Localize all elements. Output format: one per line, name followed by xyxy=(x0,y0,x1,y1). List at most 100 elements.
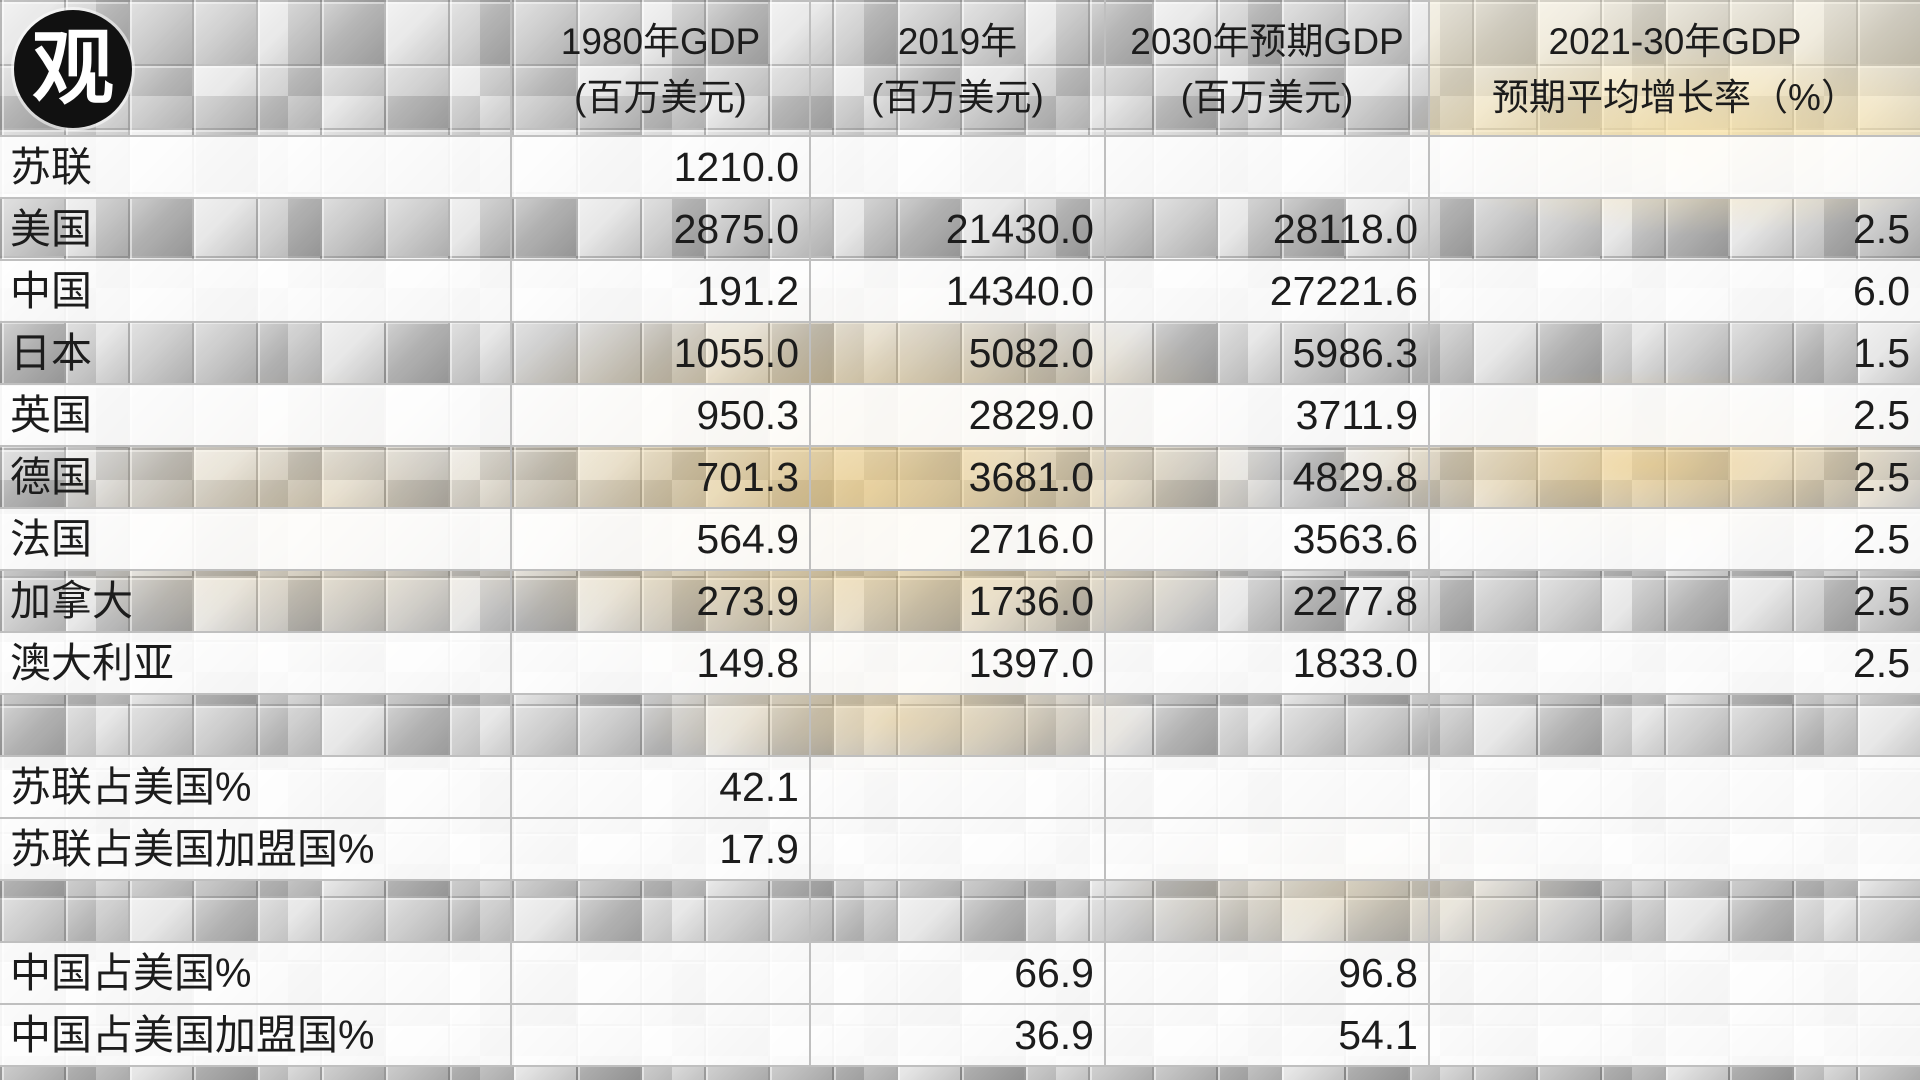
table-row: 美国 2875.0 21430.0 28118.0 2.5 xyxy=(0,199,1920,261)
table-cell: 1055.0 xyxy=(512,323,811,385)
table-cell: 2875.0 xyxy=(512,199,811,261)
table-cell: 950.3 xyxy=(512,385,811,447)
table-cell: 149.8 xyxy=(512,633,811,695)
table-cell xyxy=(1430,695,1920,757)
table-cell: 1.5 xyxy=(1430,323,1920,385)
header-cell-growth-rate: 2021-30年GDP 预期平均增长率（%） xyxy=(1430,0,1920,137)
header-unit: (百万美元) xyxy=(871,76,1044,118)
table-cell: 3563.6 xyxy=(1106,509,1430,571)
row-label: 中国 xyxy=(0,261,512,323)
table-cell: 3711.9 xyxy=(1106,385,1430,447)
table-row: 中国占美国加盟国% 36.9 54.1 xyxy=(0,1005,1920,1067)
spacer-row xyxy=(0,881,1920,943)
table-cell: 96.8 xyxy=(1106,943,1430,1005)
table-row: 法国 564.9 2716.0 3563.6 2.5 xyxy=(0,509,1920,571)
table-cell: 17.9 xyxy=(512,819,811,881)
table-cell xyxy=(1106,819,1430,881)
row-label: 苏联占美国% xyxy=(0,757,512,819)
table-row: 德国 701.3 3681.0 4829.8 2.5 xyxy=(0,447,1920,509)
table-cell xyxy=(1430,757,1920,819)
table-cell: 1397.0 xyxy=(811,633,1106,695)
table-cell: 2716.0 xyxy=(811,509,1106,571)
table-cell: 21430.0 xyxy=(811,199,1106,261)
table-cell xyxy=(1430,881,1920,943)
table-row: 苏联占美国% 42.1 xyxy=(0,757,1920,819)
table-cell: 2.5 xyxy=(1430,633,1920,695)
row-label: 加拿大 xyxy=(0,571,512,633)
header-title: 2030年预期GDP xyxy=(1130,20,1404,62)
row-label: 中国占美国% xyxy=(0,943,512,1005)
row-label: 苏联占美国加盟国% xyxy=(0,819,512,881)
table-row: 澳大利亚 149.8 1397.0 1833.0 2.5 xyxy=(0,633,1920,695)
table-cell: 14340.0 xyxy=(811,261,1106,323)
table-body: 苏联 1210.0 美国 2875.0 21430.0 28118.0 2.5 中国 191.2… xyxy=(0,137,1920,1067)
table-cell: 5986.3 xyxy=(1106,323,1430,385)
header-title: 2021-30年GDP xyxy=(1548,20,1802,62)
table-cell: 2829.0 xyxy=(811,385,1106,447)
table-cell: 701.3 xyxy=(512,447,811,509)
table-cell: 1736.0 xyxy=(811,571,1106,633)
table-cell: 28118.0 xyxy=(1106,199,1430,261)
table-cell xyxy=(1430,943,1920,1005)
table-row: 中国占美国% 66.9 96.8 xyxy=(0,943,1920,1005)
table-cell: 2.5 xyxy=(1430,385,1920,447)
table-cell: 564.9 xyxy=(512,509,811,571)
table-cell xyxy=(1430,1005,1920,1067)
table-cell: 5082.0 xyxy=(811,323,1106,385)
table-cell: 2.5 xyxy=(1430,447,1920,509)
row-label xyxy=(0,881,512,943)
header-unit: (百万美元) xyxy=(1180,76,1354,118)
table-cell: 2.5 xyxy=(1430,509,1920,571)
table-row: 加拿大 273.9 1736.0 2277.8 2.5 xyxy=(0,571,1920,633)
table-row: 苏联占美国加盟国% 17.9 xyxy=(0,819,1920,881)
row-label: 苏联 xyxy=(0,137,512,199)
row-label: 澳大利亚 xyxy=(0,633,512,695)
row-label: 英国 xyxy=(0,385,512,447)
table-cell: 66.9 xyxy=(811,943,1106,1005)
table-cell: 36.9 xyxy=(811,1005,1106,1067)
table-cell: 54.1 xyxy=(1106,1005,1430,1067)
table-cell xyxy=(811,757,1106,819)
table-cell: 273.9 xyxy=(512,571,811,633)
table-cell xyxy=(1106,881,1430,943)
table-row: 日本 1055.0 5082.0 5986.3 1.5 xyxy=(0,323,1920,385)
logo: 观 xyxy=(14,10,132,128)
table-cell: 4829.8 xyxy=(1106,447,1430,509)
table-cell xyxy=(1106,137,1430,199)
header-unit: (百万美元) xyxy=(574,76,747,118)
table-cell xyxy=(512,1005,811,1067)
row-label: 中国占美国加盟国% xyxy=(0,1005,512,1067)
table-cell: 27221.6 xyxy=(1106,261,1430,323)
row-label: 法国 xyxy=(0,509,512,571)
logo-text: 观 xyxy=(31,21,114,116)
table-cell: 2.5 xyxy=(1430,571,1920,633)
row-label xyxy=(0,695,512,757)
table-cell xyxy=(512,695,811,757)
header-cell-2019: 2019年 (百万美元) xyxy=(811,0,1106,137)
table-cell xyxy=(512,881,811,943)
table-cell xyxy=(811,137,1106,199)
table-header-row: 观 1980年GDP (百万美元) 2019年 (百万美元) 2030年预期GD… xyxy=(0,0,1920,137)
table-row: 苏联 1210.0 xyxy=(0,137,1920,199)
header-title: 2019年 xyxy=(897,20,1018,62)
table-cell: 3681.0 xyxy=(811,447,1106,509)
header-unit: 预期平均增长率（%） xyxy=(1492,76,1858,118)
table-cell xyxy=(811,695,1106,757)
table-cell xyxy=(1106,757,1430,819)
row-label: 德国 xyxy=(0,447,512,509)
header-corner-cell: 观 xyxy=(0,0,512,137)
table-cell: 2277.8 xyxy=(1106,571,1430,633)
header-cell-1980-gdp: 1980年GDP (百万美元) xyxy=(512,0,811,137)
header-title: 1980年GDP xyxy=(560,20,761,62)
header-cell-2030-projected-gdp: 2030年预期GDP (百万美元) xyxy=(1106,0,1430,137)
row-label: 美国 xyxy=(0,199,512,261)
table-cell xyxy=(811,819,1106,881)
table-cell xyxy=(512,943,811,1005)
table-cell: 2.5 xyxy=(1430,199,1920,261)
table-row: 中国 191.2 14340.0 27221.6 6.0 xyxy=(0,261,1920,323)
table-cell xyxy=(1430,819,1920,881)
table-cell: 191.2 xyxy=(512,261,811,323)
table-cell: 1833.0 xyxy=(1106,633,1430,695)
table-cell xyxy=(1430,137,1920,199)
